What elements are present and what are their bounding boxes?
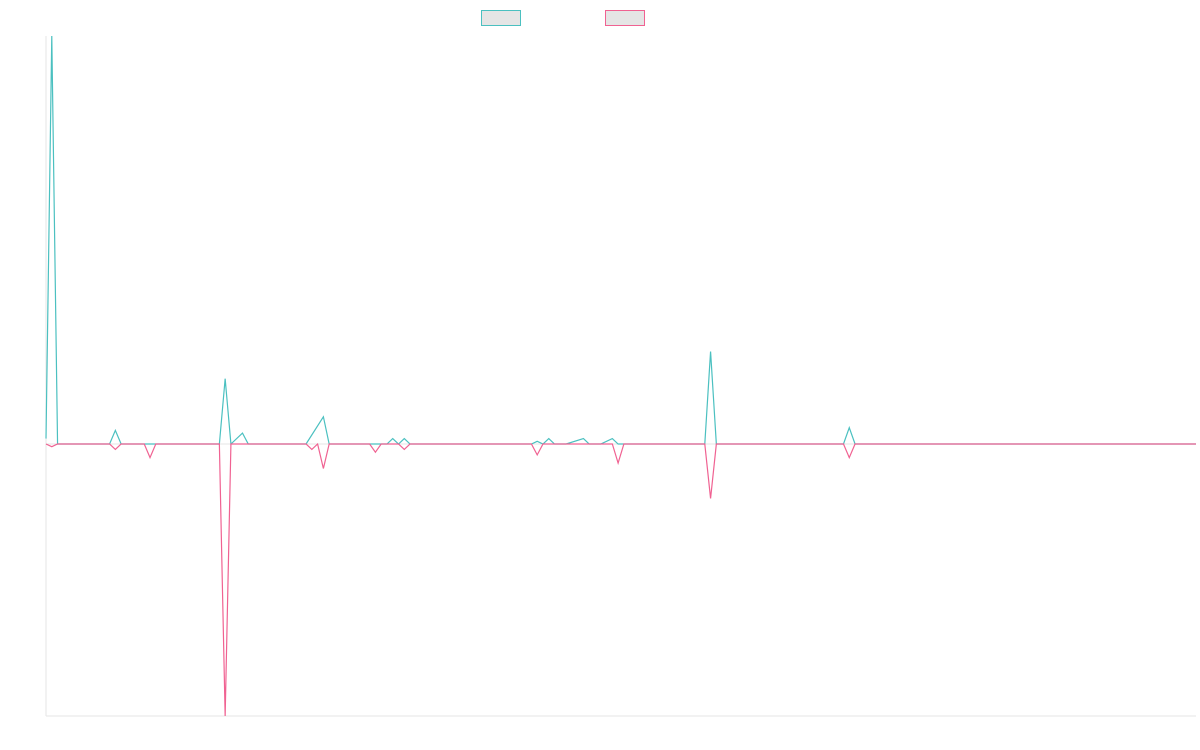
series-line-2 <box>45 442 1196 717</box>
legend-swatch-2[interactable] <box>605 10 645 26</box>
series-line-1 <box>45 35 1196 446</box>
legend[interactable] <box>481 10 645 26</box>
axes <box>45 36 1196 717</box>
legend-swatch-1[interactable] <box>481 10 521 26</box>
series-layer <box>45 35 1196 717</box>
